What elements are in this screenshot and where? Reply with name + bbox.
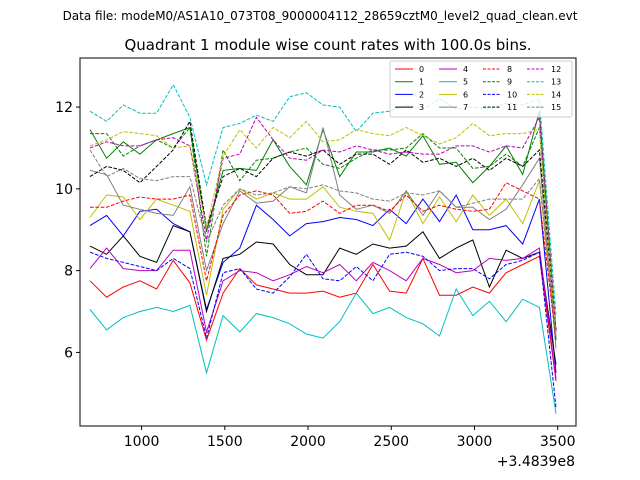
series-line-2	[89, 193, 557, 373]
series-line-12	[89, 115, 557, 333]
legend-label-12: 12	[551, 65, 561, 74]
legend-label-10: 10	[507, 90, 517, 99]
series-line-14	[89, 120, 557, 337]
legend-label-11: 11	[507, 103, 517, 112]
legend-label-3: 3	[419, 103, 424, 112]
legend-label-2: 2	[419, 90, 424, 99]
series-line-0	[89, 255, 557, 382]
legend-label-14: 14	[551, 90, 561, 99]
series-line-5	[89, 287, 557, 414]
series-line-9	[90, 126, 557, 341]
series-line-8	[90, 182, 557, 341]
x-tick-label-3500: 3500	[540, 434, 576, 450]
legend-label-4: 4	[463, 65, 468, 74]
legend-label-5: 5	[463, 78, 468, 87]
chart-title: Quadrant 1 module wise count rates with …	[124, 36, 531, 54]
legend-box	[389, 60, 573, 118]
series-line-13	[89, 83, 557, 316]
y-tick-label-12: 12	[55, 100, 73, 116]
legend-label-1: 1	[419, 78, 424, 87]
series-layer	[89, 83, 557, 414]
legend-label-15: 15	[551, 103, 561, 112]
x-axis-offset-label: +3.4839e8	[497, 454, 575, 470]
x-tick-label-3000: 3000	[457, 434, 493, 450]
series-line-10	[89, 251, 557, 408]
series-line-1	[89, 111, 557, 333]
series-line-15	[89, 149, 557, 337]
x-tick-label-1000: 1000	[124, 434, 160, 450]
x-axis: 1000 1500 2000 2500 3000 3500	[124, 426, 576, 450]
legend-label-0: 0	[419, 65, 424, 74]
legend-label-9: 9	[507, 78, 512, 87]
plot-frame	[79, 57, 577, 427]
legend-label-13: 13	[551, 78, 561, 87]
y-tick-label-8: 8	[64, 264, 73, 280]
legend-label-8: 8	[507, 65, 512, 74]
legend-label-6: 6	[463, 90, 468, 99]
y-axis: 6 8 10 12	[55, 100, 80, 361]
series-line-3	[89, 224, 557, 365]
series-line-4	[89, 247, 557, 380]
legend-label-7: 7	[463, 103, 468, 112]
series-line-7	[89, 127, 557, 349]
x-tick-label-1500: 1500	[207, 434, 243, 450]
y-tick-label-6: 6	[64, 345, 73, 361]
data-file-label: Data file: modeM0/AS1A10_073T08_90000041…	[63, 9, 578, 23]
x-tick-label-2500: 2500	[373, 434, 409, 450]
series-line-11	[89, 119, 557, 330]
x-tick-label-2000: 2000	[290, 434, 326, 450]
y-tick-label-10: 10	[55, 182, 73, 198]
